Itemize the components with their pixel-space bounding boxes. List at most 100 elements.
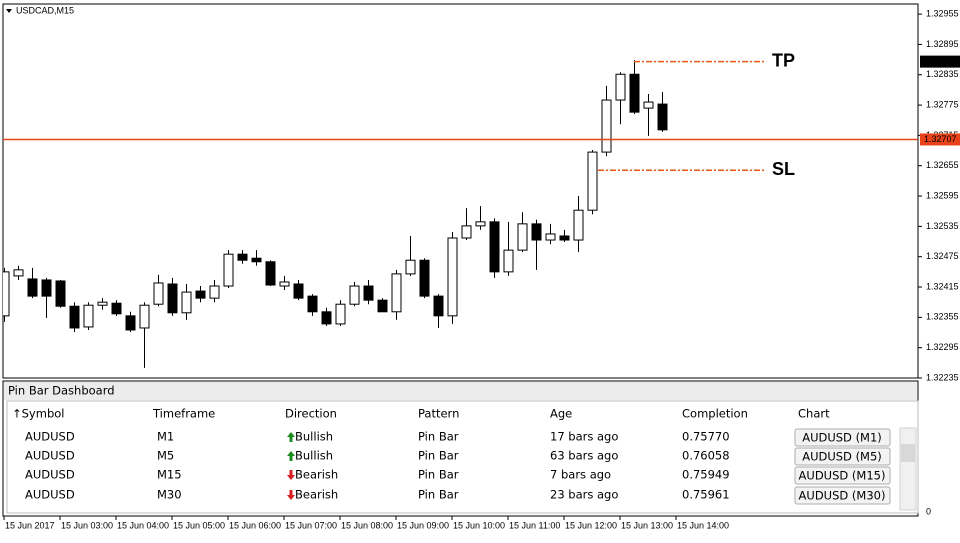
column-header: ↑Symbol [12, 407, 64, 421]
candle-body [475, 221, 486, 227]
candle-body [167, 283, 178, 314]
chart-button[interactable] [794, 486, 891, 505]
x-tick-label: 15 Jun 04:00 [117, 520, 169, 530]
candle-body [209, 285, 220, 299]
candle-body [433, 295, 444, 317]
candle-body [69, 305, 80, 329]
x-tick-label: 15 Jun 12:00 [565, 520, 617, 530]
column-header: Timeframe [152, 407, 215, 421]
bid-label-bg [920, 133, 960, 146]
candle-body [363, 285, 374, 301]
candle-body [573, 209, 584, 241]
column-header: Age [550, 407, 572, 421]
cell: 17 bars ago [550, 430, 618, 444]
cell: Pin Bar [418, 430, 459, 444]
chart-button-label[interactable]: AUDUSD (M5) [802, 450, 882, 464]
candle-body [377, 299, 388, 313]
chart-button-label[interactable]: AUDUSD (M1) [802, 431, 882, 445]
candle-body [97, 301, 108, 306]
scrollbar-thumb[interactable] [901, 444, 915, 462]
candle-body [3, 271, 10, 317]
candle-body [41, 279, 52, 297]
candle-body [447, 237, 458, 317]
bid-label: 1.32707 [924, 134, 957, 144]
candle-body [139, 304, 150, 329]
dashboard-title: Pin Bar Dashboard [8, 384, 115, 398]
x-tick-label: 15 Jun 09:00 [397, 520, 449, 530]
direction-arrow [287, 470, 295, 480]
chart-button[interactable] [794, 447, 891, 466]
chart-button[interactable] [794, 466, 891, 485]
cell: Pin Bar [418, 449, 459, 463]
x-tick-label: 15 Jun 07:00 [285, 520, 337, 530]
cell: 0.75949 [682, 468, 730, 482]
cell: M30 [157, 488, 182, 502]
candle-body [349, 285, 360, 305]
menu-arrow[interactable] [6, 9, 12, 13]
candle-body [265, 261, 276, 286]
cell: AUDUSD [25, 488, 75, 502]
candle-body [153, 282, 164, 305]
candle-body [279, 281, 290, 287]
cell: Bearish [295, 468, 338, 482]
candle-body [251, 257, 262, 263]
chart-button-label[interactable]: AUDUSD (M30) [799, 489, 886, 503]
scrollbar[interactable] [899, 427, 917, 511]
candle-body [125, 315, 136, 331]
direction-arrow [287, 490, 295, 500]
column-header: Completion [682, 407, 748, 421]
candle-body [321, 311, 332, 325]
dashboard-titlebar [4, 382, 917, 400]
x-tick-label: 15 Jun 11:00 [509, 520, 560, 530]
candle-body [55, 280, 66, 307]
candle-body [181, 291, 192, 314]
cell: 7 bars ago [550, 468, 611, 482]
candle-body [111, 302, 122, 315]
dashboard-panel [6, 400, 919, 514]
dashboard: Pin Bar Dashboard ↑Symbol Timeframe Direct… [4, 382, 919, 514]
candles [3, 60, 668, 368]
x-tick-label: 15 Jun 2017 [5, 520, 55, 530]
candle-body [391, 273, 402, 313]
candle-body [419, 259, 430, 297]
y-tick-label: 1.32655 [926, 160, 959, 170]
y-tick-label: 1.32475 [926, 251, 959, 261]
candle-body [559, 235, 570, 241]
candle-body [643, 101, 654, 109]
candle-body [27, 278, 38, 297]
plot-area [2, 3, 919, 379]
candle-body [531, 223, 542, 241]
candle-body [83, 304, 94, 328]
cell: 23 bars ago [550, 488, 618, 502]
cell: AUDUSD [25, 430, 75, 444]
sl-label: SL [772, 159, 795, 179]
y-tick-label: 1.32595 [926, 190, 959, 200]
x-tick-label: 15 Jun 03:00 [61, 520, 113, 530]
y-tick-label: 1.32235 [926, 372, 959, 382]
candle-body [601, 99, 612, 153]
cell: Pin Bar [418, 488, 459, 502]
column-header: Chart [798, 407, 830, 421]
y-tick-label: 1.32955 [926, 8, 959, 18]
y-tick-label: 1.32415 [926, 281, 959, 291]
x-tick-label: 15 Jun 06:00 [229, 520, 281, 530]
cell: M15 [157, 468, 182, 482]
candle-body [489, 221, 500, 273]
candle-body [223, 253, 234, 287]
y-tick-label: 1.32535 [926, 221, 959, 231]
subwindow-tick-label: 0 [926, 506, 931, 516]
cell: M1 [157, 430, 174, 444]
candle-body [545, 233, 556, 241]
chart-title: USDCAD,M15 [16, 5, 74, 15]
cell: 0.75961 [682, 488, 730, 502]
y-tick-label: 1.32355 [926, 312, 959, 322]
cell: AUDUSD [25, 449, 75, 463]
tp-price-bg [920, 55, 960, 68]
candle-body [629, 73, 640, 113]
candle-body [195, 290, 206, 299]
cell: 63 bars ago [550, 449, 618, 463]
chart-button-label[interactable]: AUDUSD (M15) [799, 469, 886, 483]
chart-button[interactable] [794, 428, 891, 447]
